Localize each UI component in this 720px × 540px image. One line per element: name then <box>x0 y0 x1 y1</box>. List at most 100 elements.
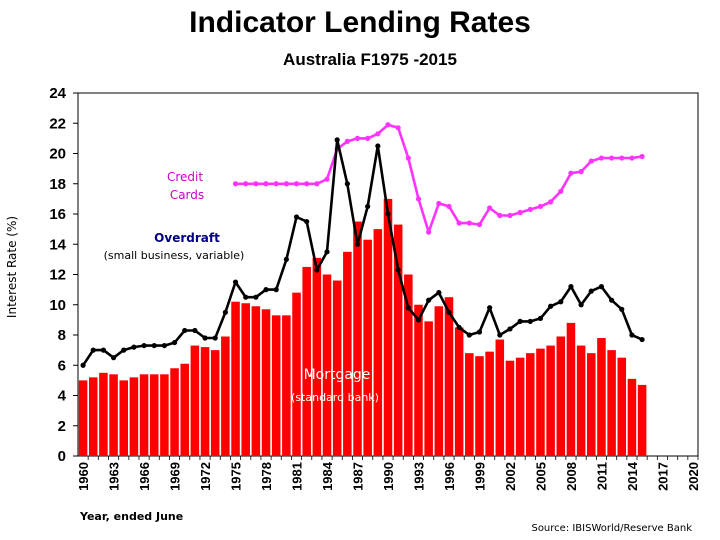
overdraft-point-1978 <box>263 287 269 293</box>
x-tick-label-1984: 1984 <box>320 461 335 491</box>
overdraft-label: Overdraft <box>154 231 220 245</box>
mortgage-bar-1974 <box>221 336 230 456</box>
credit-cards-point-1983 <box>314 181 320 187</box>
credit-cards-point-2007 <box>558 188 564 194</box>
overdraft-point-1982 <box>304 218 310 225</box>
credit-cards-point-1990 <box>385 122 391 128</box>
mortgage-bar-2002 <box>505 360 515 456</box>
x-tick-label-2002: 2002 <box>503 462 518 491</box>
mortgage-bar-1992 <box>404 274 413 456</box>
overdraft-point-1977 <box>253 294 259 300</box>
overdraft-point-1969 <box>171 339 178 346</box>
mortgage-bar-1973 <box>210 350 220 456</box>
mortgage-bar-2005 <box>536 348 545 456</box>
overdraft-point-1998 <box>466 332 472 338</box>
x-tick-label-2005: 2005 <box>533 462 548 491</box>
mortgage-sublabel: (standard bank) <box>291 391 379 404</box>
credit-cards-point-1998 <box>466 220 472 226</box>
overdraft-point-2005 <box>537 315 544 321</box>
mortgage-bar-2014 <box>627 378 637 456</box>
x-tick-label-1993: 1993 <box>411 462 426 491</box>
mortgage-bar-1968 <box>160 374 169 456</box>
mortgage-bar-2009 <box>576 345 586 456</box>
x-tick-label-1963: 1963 <box>107 462 122 491</box>
mortgage-bar-2015 <box>637 384 647 456</box>
overdraft-point-1968 <box>161 342 167 349</box>
mortgage-bar-1981 <box>292 292 301 456</box>
mortgage-bar-1961 <box>88 377 98 456</box>
overdraft-point-1992 <box>405 305 411 311</box>
rate-lines <box>80 122 645 368</box>
credit-cards-point-1982 <box>304 181 310 187</box>
y-tick-label-10: 10 <box>49 297 66 314</box>
overdraft-point-1964 <box>121 347 127 353</box>
overdraft-point-2012 <box>609 297 615 303</box>
mortgage-bar-1988 <box>363 239 372 456</box>
credit-cards-point-1992 <box>405 155 411 161</box>
credit-cards-point-1991 <box>395 125 401 131</box>
overdraft-point-1966 <box>141 342 147 349</box>
overdraft-point-1990 <box>385 211 391 217</box>
overdraft-point-1970 <box>182 327 188 334</box>
x-tick-label-1996: 1996 <box>442 462 457 491</box>
mortgage-bar-1979 <box>271 315 281 456</box>
mortgage-bar-1977 <box>251 306 261 456</box>
credit-cards-point-1979 <box>273 181 279 187</box>
x-tick-label-1969: 1969 <box>168 462 183 491</box>
overdraft-point-2002 <box>507 326 513 332</box>
overdraft-point-2010 <box>588 288 594 294</box>
credit-cards-point-1987 <box>354 135 361 141</box>
overdraft-point-1997 <box>456 324 462 331</box>
mortgage-bar-2011 <box>597 338 606 456</box>
mortgage-bar-2001 <box>495 339 505 456</box>
overdraft-point-1987 <box>354 241 361 247</box>
mortgage-bar-1995 <box>434 306 444 456</box>
credit-cards-point-2004 <box>527 206 533 213</box>
chart-title: Indicator Lending Rates <box>189 6 531 39</box>
mortgage-bar-1980 <box>282 315 291 456</box>
credit-cards-point-1980 <box>283 181 289 187</box>
overdraft-point-2009 <box>578 302 584 308</box>
overdraft-point-2000 <box>487 305 493 311</box>
x-tick-label-1960: 1960 <box>76 462 91 491</box>
credit-cards-point-2000 <box>487 205 493 211</box>
x-tick-label-1981: 1981 <box>290 462 305 491</box>
overdraft-point-1983 <box>314 267 320 273</box>
mortgage-bar-2008 <box>566 322 576 456</box>
credit-cards-point-2009 <box>578 169 584 175</box>
overdraft-point-2015 <box>639 336 645 343</box>
mortgage-bar-1963 <box>109 374 118 456</box>
overdraft-point-1986 <box>344 181 350 187</box>
overdraft-point-1973 <box>212 335 218 341</box>
mortgage-bar-1991 <box>393 224 403 456</box>
credit-cards-point-2015 <box>639 153 645 160</box>
credit-cards-point-1977 <box>253 181 259 187</box>
x-tick-label-1987: 1987 <box>351 462 366 491</box>
x-tick-label-2020: 2020 <box>686 462 701 491</box>
credit-cards-point-1997 <box>456 220 462 226</box>
mortgage-bar-2012 <box>607 350 616 456</box>
overdraft-point-1985 <box>334 137 340 143</box>
mortgage-label: Mortgage <box>304 367 371 383</box>
x-axis-label: Year, ended June <box>80 510 184 523</box>
y-tick-label-20: 20 <box>49 146 66 163</box>
credit-cards-point-2005 <box>537 203 544 210</box>
credit-cards-label-line1: Credit <box>167 170 203 184</box>
overdraft-point-2003 <box>517 318 523 324</box>
mortgage-bar-1978 <box>261 309 271 456</box>
overdraft-point-1979 <box>273 287 279 293</box>
overdraft-point-1963 <box>110 355 117 361</box>
y-tick-label-24: 24 <box>49 85 66 102</box>
y-tick-label-22: 22 <box>49 115 66 132</box>
mortgage-bar-2006 <box>546 345 555 456</box>
mortgage-bar-1987 <box>353 221 362 456</box>
credit-cards-point-2013 <box>619 155 625 161</box>
x-tick-label-2008: 2008 <box>564 462 579 491</box>
credit-cards-point-1986 <box>344 138 350 144</box>
credit-cards-point-1984 <box>324 176 330 182</box>
credit-cards-point-2002 <box>507 212 513 219</box>
credit-cards-point-2001 <box>497 212 503 219</box>
credit-cards-point-2003 <box>517 209 523 216</box>
credit-cards-point-1993 <box>415 196 422 202</box>
